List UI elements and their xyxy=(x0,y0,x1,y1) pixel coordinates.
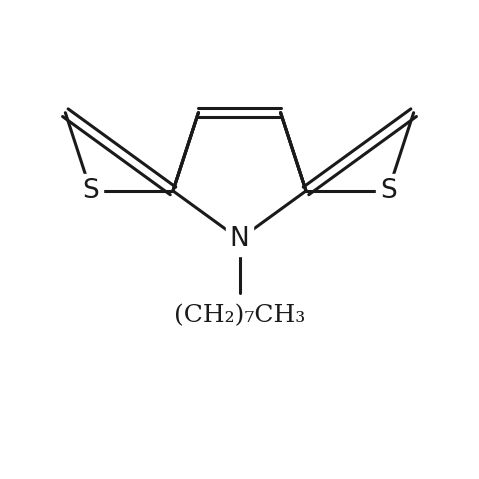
Text: (CH₂)₇CH₃: (CH₂)₇CH₃ xyxy=(174,304,305,327)
Text: N: N xyxy=(229,226,250,252)
Text: S: S xyxy=(82,178,99,204)
Text: S: S xyxy=(380,178,397,204)
